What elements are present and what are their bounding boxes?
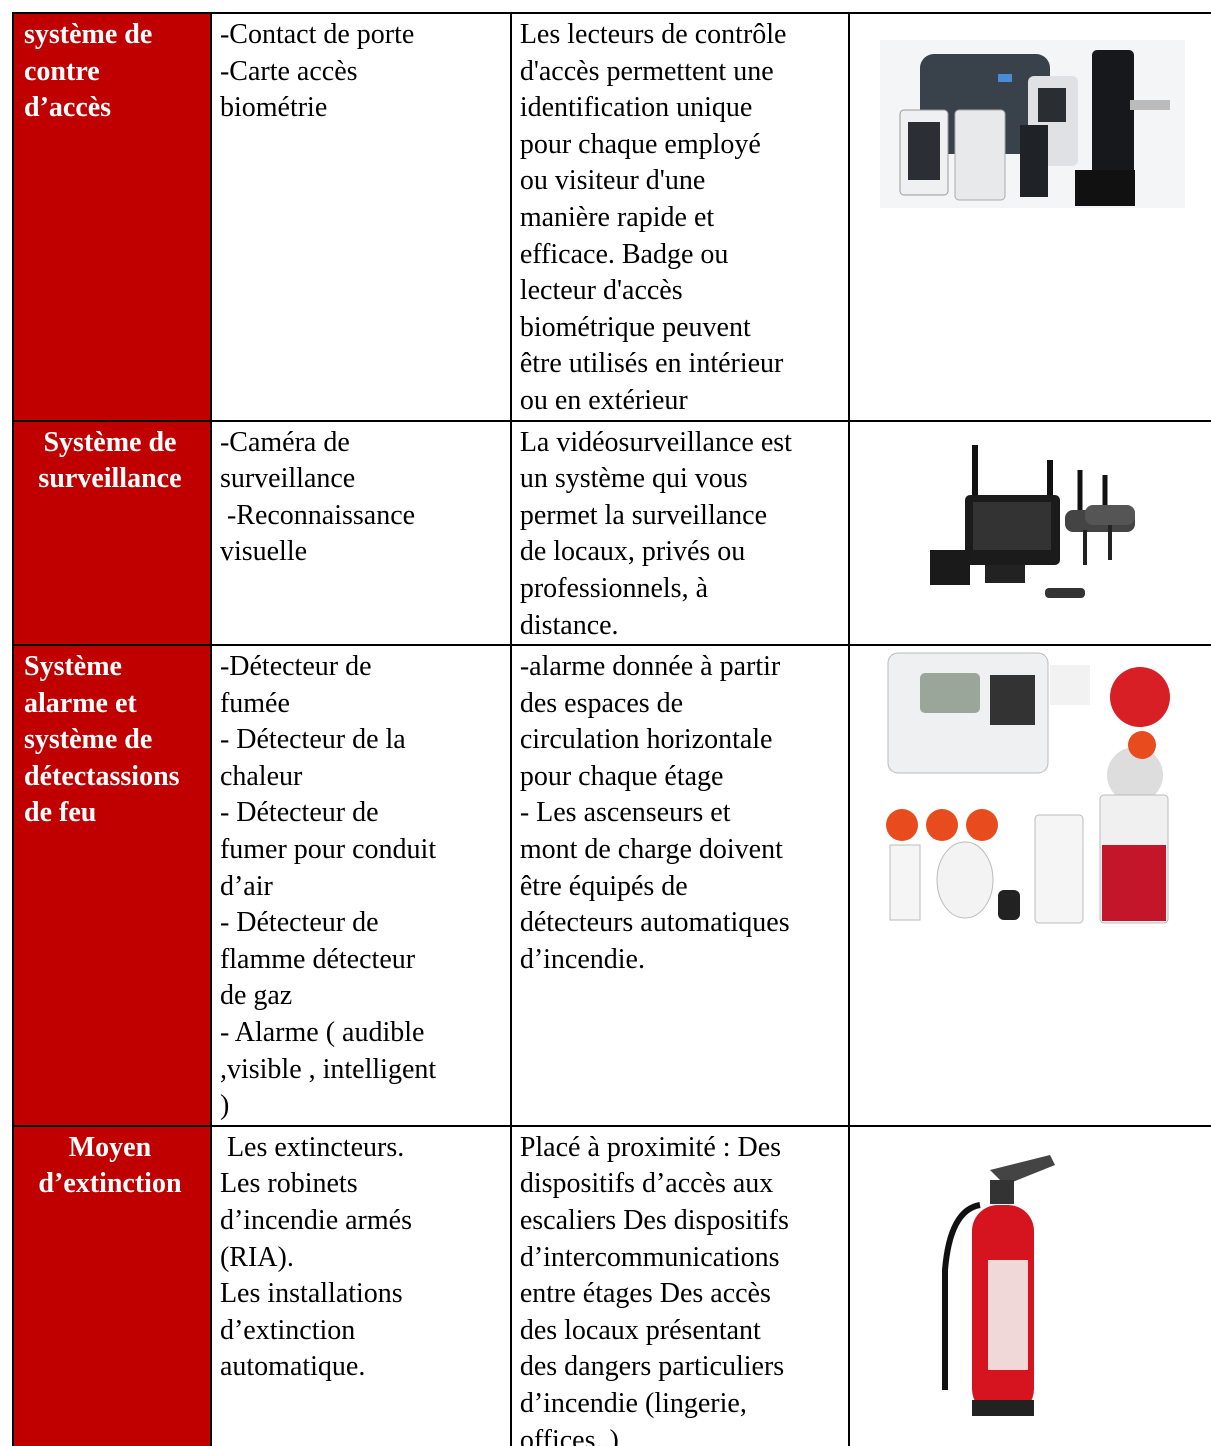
equipment-line: - Détecteur de	[219, 907, 379, 939]
equipment-line: de gaz	[219, 980, 293, 1012]
description-line: Placé à proximité : Des	[519, 1131, 782, 1163]
description-line: d’intercommunications	[519, 1241, 780, 1273]
description-line: -alarme donnée à partir	[519, 651, 781, 683]
equipment-line: - Alarme ( audible	[219, 1017, 425, 1049]
equipment-line: ,visible , intelligent	[219, 1053, 437, 1085]
equipment-line: visuelle	[219, 536, 308, 568]
description-line: d’incendie (lingerie,	[519, 1387, 747, 1419]
category-line: d’extinction	[38, 1168, 182, 1200]
description-line: un système qui vous	[519, 463, 748, 495]
description-line: dispositifs d’accès aux	[519, 1168, 774, 1200]
equipment-line: )	[219, 1090, 230, 1122]
description-line: lecteur d'accès	[519, 275, 683, 307]
description-line: des locaux présentant	[519, 1314, 761, 1346]
equipment-line: -Caméra de	[219, 426, 350, 458]
description-line: des espaces de	[519, 687, 684, 719]
category-cell: système de contre d’accès	[12, 12, 212, 422]
equipment-line: automatique.	[219, 1351, 366, 1383]
equipment-line: d’air	[219, 870, 273, 902]
description-line: détecteurs automatiques	[519, 907, 790, 939]
equipment-line: Les installations	[219, 1278, 403, 1310]
description-cell: Placé à proximité : Des dispositifs d’acc…	[509, 1124, 850, 1446]
category-line: Moyen	[68, 1131, 152, 1163]
equipment-line: Les extincteurs.	[219, 1131, 405, 1163]
category-cell: Système de surveillance	[12, 419, 212, 647]
description-line: d’incendie.	[519, 943, 645, 975]
description-line: des dangers particuliers	[519, 1351, 785, 1383]
category-line: Système de	[43, 426, 177, 458]
alarm-image	[886, 652, 1170, 924]
equipment-line: d’incendie armés	[219, 1205, 412, 1236]
description-line: circulation horizontale	[519, 724, 773, 756]
equipment-line: -Détecteur de	[219, 651, 372, 683]
category-line: système de	[24, 19, 153, 50]
equipment-line: - Détecteur de la	[219, 724, 406, 756]
equipment-line: flamme détecteur	[219, 943, 416, 975]
equipment-cell: Les extincteurs. Les robinets d’incendie a…	[209, 1124, 512, 1446]
equipment-cell: -Contact de porte -Carte accès biométrie	[209, 12, 512, 422]
category-cell: Système alarme et système de détectassions d…	[12, 644, 212, 1127]
description-line: distance.	[519, 609, 619, 641]
equipment-line: biométrie	[219, 92, 328, 124]
table-row: Système de surveillance -Caméra de surveill…	[12, 419, 1211, 647]
description-line: être équipés de	[519, 870, 688, 902]
category-line: système de	[24, 724, 153, 756]
equipment-line: -Reconnaissance	[219, 499, 416, 531]
description-line: ou en extérieur	[519, 384, 688, 416]
category-line: Système	[24, 651, 122, 683]
description-line: escaliers Des dispositifs	[519, 1205, 789, 1236]
equipment-line: -Contact de porte	[219, 19, 415, 50]
description-cell: Les lecteurs de contrôle d'accès permette…	[509, 12, 850, 422]
description-line: efficace. Badge ou	[519, 238, 729, 270]
description-line: être utilisés en intérieur	[519, 348, 784, 380]
description-line: de locaux, privés ou	[519, 536, 746, 568]
equipment-line: chaleur	[219, 760, 303, 792]
description-line: manière rapide et	[519, 201, 715, 233]
category-cell: Moyen d’extinction	[12, 1124, 212, 1446]
description-cell: La vidéosurveillance est un système qui v…	[509, 419, 850, 647]
surveillance-image	[930, 445, 1135, 598]
equipment-line: fumer pour conduit	[219, 834, 437, 866]
description-line: pour chaque étage	[519, 760, 724, 792]
description-line: pour chaque employé	[519, 128, 761, 160]
extinguisher-image	[942, 1155, 1055, 1416]
equipment-cell: -Caméra de surveillance -Reconnaissance vi…	[209, 419, 512, 647]
category-line: alarme et	[24, 687, 137, 719]
equipment-line: fumée	[219, 687, 290, 719]
category-line: détectassions	[24, 760, 180, 792]
equipment-line: (RIA).	[219, 1241, 294, 1273]
category-line: contre	[24, 55, 100, 87]
description-line: professionnels, à	[519, 572, 708, 604]
table-row: Système alarme et système de détectassions d…	[12, 644, 1211, 1127]
description-line: d'accès permettent une	[519, 55, 774, 87]
description-line: offices..)	[519, 1424, 619, 1446]
equipment-line: - Détecteur de	[219, 797, 379, 829]
description-line: entre étages Des accès	[519, 1278, 771, 1310]
equipment-line: Les robinets	[219, 1168, 358, 1200]
category-line: de feu	[24, 797, 97, 829]
description-line: - Les ascenseurs et	[519, 797, 731, 829]
description-line: ou visiteur d'une	[519, 165, 706, 197]
equipment-line: d’extinction	[219, 1314, 356, 1346]
description-line: identification unique	[519, 92, 753, 124]
category-line: d’accès	[24, 92, 112, 124]
description-line: permet la surveillance	[519, 499, 768, 531]
description-cell: -alarme donnée à partir des espaces de cir…	[509, 644, 850, 1127]
equipment-line: surveillance	[219, 463, 356, 495]
description-line: La vidéosurveillance est	[519, 426, 792, 458]
equipment-cell: -Détecteur de fumée - Détecteur de la chale…	[209, 644, 512, 1127]
description-line: Les lecteurs de contrôle	[519, 19, 787, 50]
category-line: surveillance	[38, 463, 182, 495]
access-control-image	[880, 40, 1185, 208]
equipment-line: -Carte accès	[219, 55, 358, 87]
description-line: mont de charge doivent	[519, 834, 783, 866]
description-line: biométrique peuvent	[519, 311, 751, 343]
